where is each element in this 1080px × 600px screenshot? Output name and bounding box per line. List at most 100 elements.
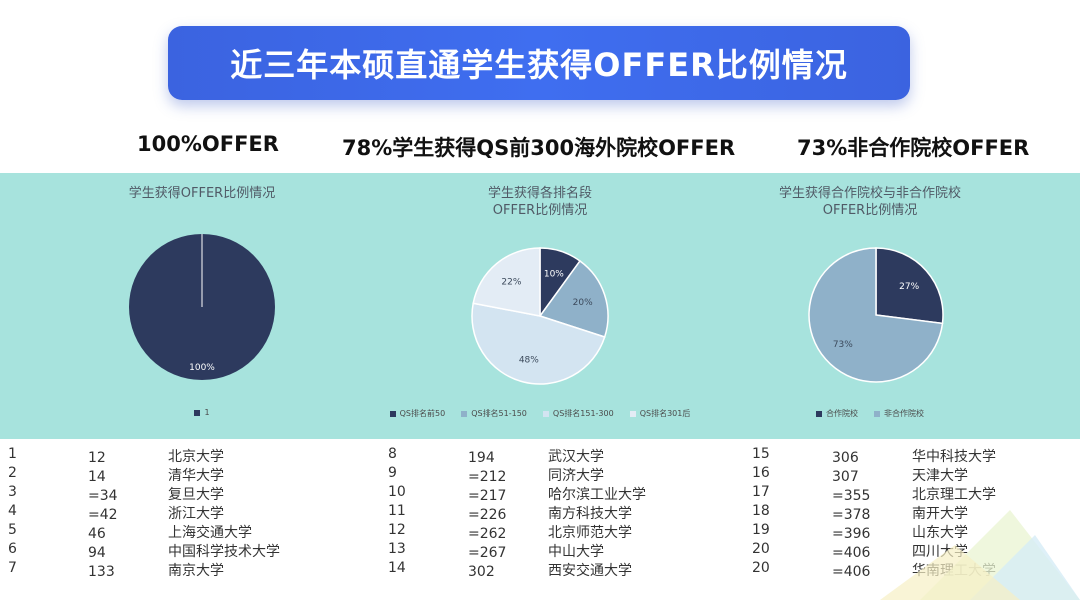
legend-swatch <box>389 410 396 417</box>
pie-slice <box>538 259 609 338</box>
chart-band: 学生获得OFFER比例情况 100% 1 学生获得各排名段 OFFER比例情况 … <box>0 173 1080 439</box>
legend-swatch <box>874 410 880 417</box>
pie-data-label: 10% <box>544 269 564 279</box>
row-index: 12 <box>388 522 406 538</box>
university-name: 天津大学 <box>912 468 968 484</box>
chart-cooperation: 学生获得合作院校与非合作院校 OFFER比例情况 27% 73% 合作院校 非合作院… <box>740 173 1000 439</box>
qs-rank: =34 <box>88 488 118 504</box>
legend-item: 合作院校 <box>816 408 858 419</box>
legend-item: 1 <box>194 408 210 417</box>
row-index: 13 <box>388 541 406 557</box>
pie-data-label: 100% <box>189 363 215 373</box>
pie-chart: 27% 73% <box>808 247 944 383</box>
row-index: 3 <box>8 484 17 500</box>
university-name: 同济大学 <box>548 468 604 484</box>
row-index: 17 <box>752 484 770 500</box>
qs-rank: =406 <box>832 545 871 561</box>
university-name: 清华大学 <box>168 468 224 484</box>
row-index: 5 <box>8 522 17 538</box>
chart-rank-segments: 学生获得各排名段 OFFER比例情况 10% 20% 48% 22% QS排名前50 Q… <box>380 173 700 439</box>
legend-label: QS排名151-300 <box>552 409 614 418</box>
chart-offer-rate: 学生获得OFFER比例情况 100% 1 <box>90 173 314 439</box>
legend-swatch <box>629 410 636 417</box>
qs-rank: =406 <box>832 564 871 580</box>
decorative-triangles <box>880 510 1080 600</box>
university-name: 南方科技大学 <box>548 506 632 522</box>
row-index: 20 <box>752 541 770 557</box>
qs-rank: =42 <box>88 507 118 523</box>
legend-item: 非合作院校 <box>874 408 924 419</box>
qs-rank: =217 <box>468 488 507 504</box>
row-index: 10 <box>388 484 406 500</box>
row-index: 8 <box>388 446 397 462</box>
row-index: 7 <box>8 560 17 576</box>
subhead-qs300-rate: 78%学生获得QS前300海外院校OFFER <box>342 136 736 160</box>
chart-title: 学生获得合作院校与非合作院校 OFFER比例情况 <box>778 186 961 218</box>
legend-swatch <box>461 410 468 417</box>
legend-label: QS排名前50 <box>399 409 446 418</box>
university-name: 复旦大学 <box>168 487 224 503</box>
pie-slice <box>875 247 944 325</box>
university-name: 山东大学 <box>912 525 968 541</box>
qs-rank: =267 <box>468 545 507 561</box>
title-banner: 近三年本硕直通学生获得OFFER比例情况 <box>168 26 910 100</box>
chart-title: 学生获得OFFER比例情况 <box>128 186 276 201</box>
qs-rank: 94 <box>88 545 106 561</box>
pie-chart: 10% 20% 48% 22% <box>471 247 609 385</box>
row-index: 16 <box>752 465 770 481</box>
legend-item: QS排名301后 <box>629 408 691 419</box>
row-index: 19 <box>752 522 770 538</box>
university-name: 浙江大学 <box>168 506 224 522</box>
university-name: 西安交通大学 <box>548 563 632 579</box>
pie-slice <box>472 247 541 317</box>
pie-data-label: 20% <box>573 298 593 308</box>
row-index: 9 <box>388 465 397 481</box>
pie-data-label: 22% <box>501 277 521 287</box>
qs-rank: 307 <box>832 469 859 485</box>
university-name: 北京理工大学 <box>912 487 996 503</box>
legend: 1 <box>90 408 314 417</box>
legend-item: QS排名前50 <box>389 408 446 419</box>
legend-label: 合作院校 <box>826 409 858 418</box>
qs-rank: =355 <box>832 488 871 504</box>
qs-rank: 306 <box>832 450 859 466</box>
row-index: 14 <box>388 560 406 576</box>
university-name: 中山大学 <box>548 544 604 560</box>
row-index: 20 <box>752 560 770 576</box>
pie-data-label: 73% <box>833 340 853 350</box>
page-title: 近三年本硕直通学生获得OFFER比例情况 <box>230 46 848 84</box>
university-name: 南京大学 <box>168 563 224 579</box>
legend: 合作院校 非合作院校 <box>740 408 1000 419</box>
pie-slice <box>808 247 944 383</box>
legend-swatch <box>816 410 822 417</box>
qs-rank: =378 <box>832 507 871 523</box>
legend-label: 1 <box>204 408 210 417</box>
pie-chart: 100% <box>129 234 275 380</box>
legend-item: QS排名51-150 <box>461 408 527 419</box>
university-name: 哈尔滨工业大学 <box>548 487 646 503</box>
qs-rank: =226 <box>468 507 507 523</box>
qs-rank: 194 <box>468 450 495 466</box>
chart-title: 学生获得各排名段 OFFER比例情况 <box>487 186 592 218</box>
university-name: 北京师范大学 <box>548 525 632 541</box>
legend-item: QS排名151-300 <box>542 408 614 419</box>
row-index: 18 <box>752 503 770 519</box>
subhead-noncooperative-rate: 73%非合作院校OFFER <box>797 136 1030 160</box>
row-index: 4 <box>8 503 17 519</box>
row-index: 2 <box>8 465 17 481</box>
row-index: 11 <box>388 503 406 519</box>
qs-rank: =262 <box>468 526 507 542</box>
legend-label: QS排名51-150 <box>471 409 527 418</box>
legend: QS排名前50 QS排名51-150 QS排名151-300 QS排名301后 <box>380 408 700 419</box>
university-name: 中国科学技术大学 <box>168 544 280 560</box>
legend-label: QS排名301后 <box>639 409 691 418</box>
university-name: 上海交通大学 <box>168 525 252 541</box>
university-name: 北京大学 <box>168 449 224 465</box>
pie-slice <box>471 302 606 385</box>
university-name: 华中科技大学 <box>912 449 996 465</box>
legend-swatch <box>194 409 201 416</box>
row-index: 15 <box>752 446 770 462</box>
qs-rank: =212 <box>468 469 507 485</box>
row-index: 1 <box>8 446 17 462</box>
pie-data-label: 48% <box>519 355 539 365</box>
